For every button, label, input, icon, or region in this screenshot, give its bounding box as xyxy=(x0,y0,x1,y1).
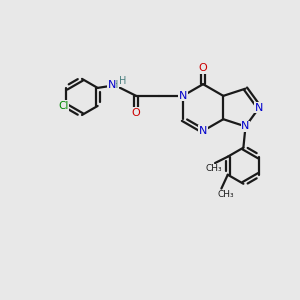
Text: N: N xyxy=(179,91,187,101)
Text: N: N xyxy=(241,122,250,131)
Text: CH₃: CH₃ xyxy=(206,164,222,173)
Text: N: N xyxy=(107,80,116,90)
Text: O: O xyxy=(199,63,208,73)
Text: N: N xyxy=(199,126,207,136)
Text: CH₃: CH₃ xyxy=(217,190,234,200)
Text: Cl: Cl xyxy=(58,101,68,111)
Text: H: H xyxy=(111,80,118,90)
Text: N: N xyxy=(255,103,263,112)
Text: H: H xyxy=(119,76,126,86)
Text: O: O xyxy=(132,108,140,118)
